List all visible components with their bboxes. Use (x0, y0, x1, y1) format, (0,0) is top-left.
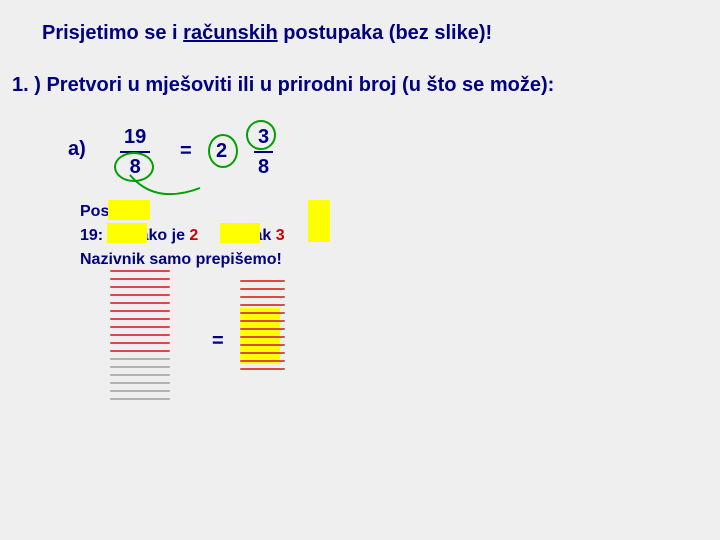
equals-1: = (180, 140, 192, 163)
hatch-block-1 (110, 270, 170, 406)
page-title: Prisjetimo se i računskih postupaka (bez… (42, 22, 492, 45)
part-label: a) (68, 138, 86, 161)
subtitle: 1. ) Pretvori u mješoviti ili u prirodni… (12, 74, 554, 97)
fraction-2-den: 8 (254, 155, 273, 179)
mask-2 (107, 223, 147, 243)
ellipse-denominator (114, 152, 154, 182)
title-post: postupaka (bez slike)! (278, 22, 493, 44)
explain-line-3: Nazivnik samo prepišemo! (80, 248, 285, 272)
mask-1 (108, 200, 150, 220)
mask-4 (308, 200, 330, 242)
ellipse-whole (208, 134, 238, 168)
fraction-1-num: 19 (120, 125, 150, 149)
title-underlined: računskih (183, 22, 277, 44)
hatch-container (110, 270, 310, 420)
hatch-block-2 (240, 280, 285, 376)
ellipse-numerator (246, 120, 276, 150)
fraction-bar-2 (254, 151, 273, 153)
title-pre: Prisjetimo se i (42, 22, 183, 44)
mask-3 (220, 223, 260, 243)
